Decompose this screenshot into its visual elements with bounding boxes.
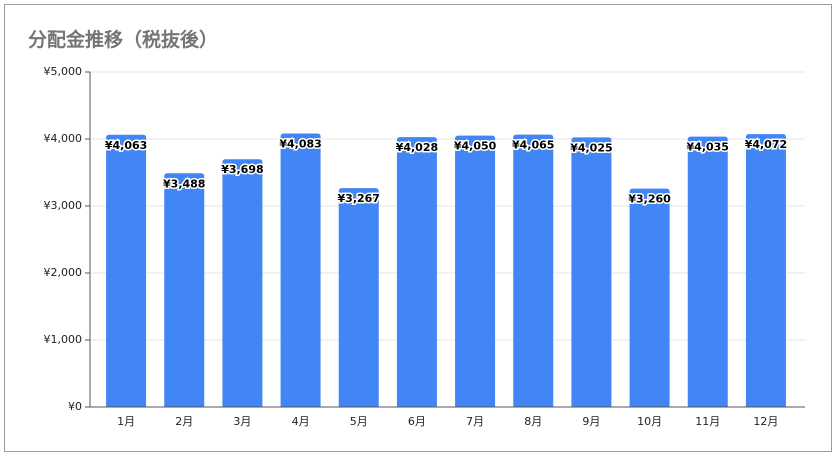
value-label: ¥3,488 — [163, 177, 205, 190]
y-tick-label: ¥0 — [68, 400, 82, 413]
bar — [745, 134, 786, 407]
x-tick-label: 7月 — [466, 415, 484, 428]
bar — [222, 159, 263, 407]
value-label: ¥3,698 — [221, 163, 263, 176]
bar — [687, 136, 728, 407]
value-label: ¥3,260 — [628, 193, 671, 206]
x-tick-label: 10月 — [637, 415, 662, 428]
bar — [571, 137, 612, 407]
value-label: ¥4,035 — [687, 141, 729, 154]
y-tick-label: ¥4,000 — [44, 132, 83, 145]
bar — [455, 135, 496, 407]
x-tick-label: 1月 — [117, 415, 135, 428]
x-tick-label: 3月 — [233, 415, 251, 428]
bar — [106, 134, 147, 408]
x-tick-label: 2月 — [175, 415, 193, 428]
x-tick-label: 11月 — [695, 415, 720, 428]
value-label: ¥4,072 — [745, 138, 787, 151]
chart-title: 分配金推移（税抜後） — [28, 28, 218, 51]
bar — [338, 188, 379, 407]
y-tick-label: ¥3,000 — [44, 199, 83, 212]
x-tick-label: 12月 — [753, 415, 778, 428]
x-tick-label: 9月 — [582, 415, 600, 428]
x-tick-label: 4月 — [292, 415, 310, 428]
x-tick-label: 8月 — [524, 415, 542, 428]
value-label: ¥4,050 — [454, 140, 497, 153]
y-tick-label: ¥2,000 — [44, 266, 83, 279]
value-label: ¥3,267 — [338, 192, 380, 205]
value-label: ¥4,025 — [570, 141, 612, 154]
bar — [164, 173, 205, 407]
bar — [513, 134, 554, 407]
x-tick-label: 5月 — [350, 415, 368, 428]
value-label: ¥4,063 — [105, 139, 147, 152]
bar — [396, 137, 437, 407]
x-tick-label: 6月 — [408, 415, 426, 428]
value-label: ¥4,083 — [279, 137, 321, 150]
y-tick-label: ¥5,000 — [44, 65, 83, 78]
bar — [629, 188, 670, 407]
value-label: ¥4,028 — [396, 141, 438, 154]
bar — [280, 133, 321, 407]
y-tick-label: ¥1,000 — [44, 333, 83, 346]
value-label: ¥4,065 — [512, 139, 554, 152]
